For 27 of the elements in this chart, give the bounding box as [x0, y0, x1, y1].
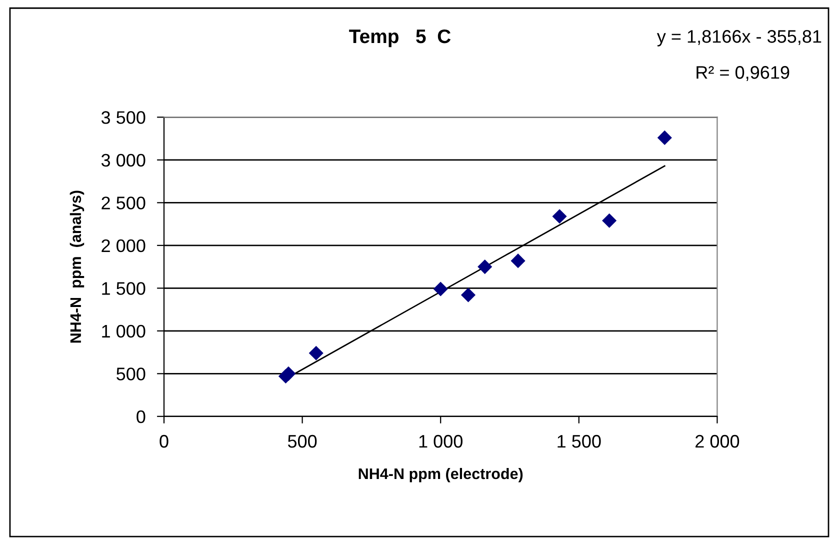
y-axis-title: NH4-N ppm (analys) [70, 190, 84, 343]
y-tick-label: 3 000 [101, 154, 146, 167]
x-tick-label: 1 500 [558, 434, 601, 448]
y-tick-label: 3 500 [101, 111, 146, 124]
point [552, 209, 567, 224]
x-tick-label: 2 000 [696, 434, 740, 448]
chart-title: Temp 5 C [349, 29, 451, 48]
point [460, 288, 476, 302]
y-tick-label: 2 500 [102, 196, 146, 210]
point [510, 254, 526, 268]
point [308, 346, 324, 360]
point [657, 130, 672, 145]
point [433, 282, 448, 296]
point [602, 213, 617, 228]
y-tick-label: 1 000 [102, 324, 146, 338]
x-axis-title: NH4-N ppm (electrode) [358, 468, 523, 482]
point [478, 260, 492, 274]
text: R² = 0,9619 [696, 66, 790, 81]
point [281, 366, 296, 381]
y-tick-label: 1 500 [102, 282, 146, 295]
x-tick-label: 0 [160, 434, 168, 448]
text: y = 1,8166x - 355,81 [656, 30, 822, 46]
x-tick-label: 500 [288, 434, 317, 448]
y-tick-label: 0 [136, 410, 146, 424]
y-tick-label: 500 [116, 368, 146, 380]
y-tick-label: 2 000 [102, 239, 146, 252]
x-tick-label: 1 000 [419, 434, 462, 448]
